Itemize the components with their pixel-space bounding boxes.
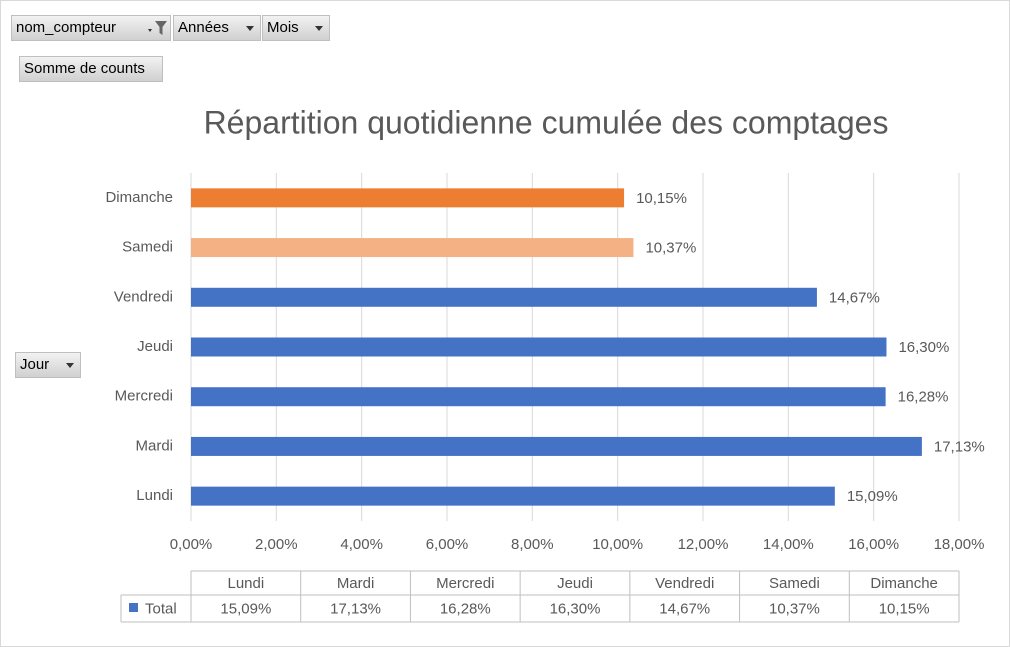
table-cell: 15,09% xyxy=(220,600,271,617)
table-header: Vendredi xyxy=(655,575,714,592)
x-tick-label: 0,00% xyxy=(170,536,213,553)
value-field-label: Somme de counts xyxy=(24,60,145,77)
table-cell: 10,15% xyxy=(879,600,930,617)
bar xyxy=(191,287,817,307)
data-label: 10,37% xyxy=(645,240,696,257)
filter-icon xyxy=(148,21,167,35)
table-header: Mardi xyxy=(337,575,375,592)
filter-label: Mois xyxy=(267,19,299,36)
y-tick-label: Samedi xyxy=(122,239,173,256)
table-cell: 10,37% xyxy=(769,600,820,617)
bar xyxy=(191,436,922,456)
filter-button[interactable]: nom_compteur xyxy=(11,15,171,41)
table-header: Samedi xyxy=(769,575,820,592)
table-header: Mercredi xyxy=(436,575,494,592)
y-tick-label: Mardi xyxy=(135,437,173,454)
y-tick-label: Jeudi xyxy=(137,338,173,355)
data-label: 16,30% xyxy=(898,339,949,356)
data-label: 17,13% xyxy=(934,438,985,455)
x-tick-label: 12,00% xyxy=(678,536,729,553)
legend-label: Total xyxy=(145,600,177,617)
filter-label: Années xyxy=(178,19,229,36)
x-tick-label: 2,00% xyxy=(255,536,298,553)
table-cell: 17,13% xyxy=(330,600,381,617)
x-tick-label: 4,00% xyxy=(340,536,383,553)
table-header: Lundi xyxy=(228,575,265,592)
table-header: Jeudi xyxy=(557,575,593,592)
bar xyxy=(191,337,887,357)
x-tick-label: 16,00% xyxy=(848,536,899,553)
chart-title: Répartition quotidienne cumulée des comp… xyxy=(204,104,889,140)
bar xyxy=(191,486,835,506)
data-label: 16,28% xyxy=(898,389,949,406)
bar xyxy=(191,188,625,208)
axis-field-button[interactable]: Jour xyxy=(15,352,81,378)
data-label: 15,09% xyxy=(847,488,898,505)
data-label: 14,67% xyxy=(829,289,880,306)
bar xyxy=(191,387,886,407)
legend-marker xyxy=(129,603,138,612)
filter-button[interactable]: Mois xyxy=(262,15,330,41)
x-tick-label: 8,00% xyxy=(511,536,554,553)
value-field-button[interactable]: Somme de counts xyxy=(19,56,163,82)
filter-button[interactable]: Années xyxy=(173,15,261,41)
x-tick-label: 6,00% xyxy=(426,536,469,553)
data-label: 10,15% xyxy=(636,190,687,207)
table-header: Dimanche xyxy=(870,575,938,592)
bar xyxy=(191,238,634,258)
table-cell: 16,30% xyxy=(550,600,601,617)
x-tick-label: 10,00% xyxy=(592,536,643,553)
x-tick-label: 18,00% xyxy=(934,536,985,553)
table-cell: 16,28% xyxy=(440,600,491,617)
y-tick-label: Dimanche xyxy=(105,189,173,206)
y-tick-label: Lundi xyxy=(136,487,173,504)
filter-label: nom_compteur xyxy=(16,19,117,36)
table-cell: 14,67% xyxy=(659,600,710,617)
y-tick-label: Mercredi xyxy=(115,388,173,405)
axis-field-label: Jour xyxy=(20,356,50,373)
y-tick-label: Vendredi xyxy=(114,288,173,305)
x-tick-label: 14,00% xyxy=(763,536,814,553)
